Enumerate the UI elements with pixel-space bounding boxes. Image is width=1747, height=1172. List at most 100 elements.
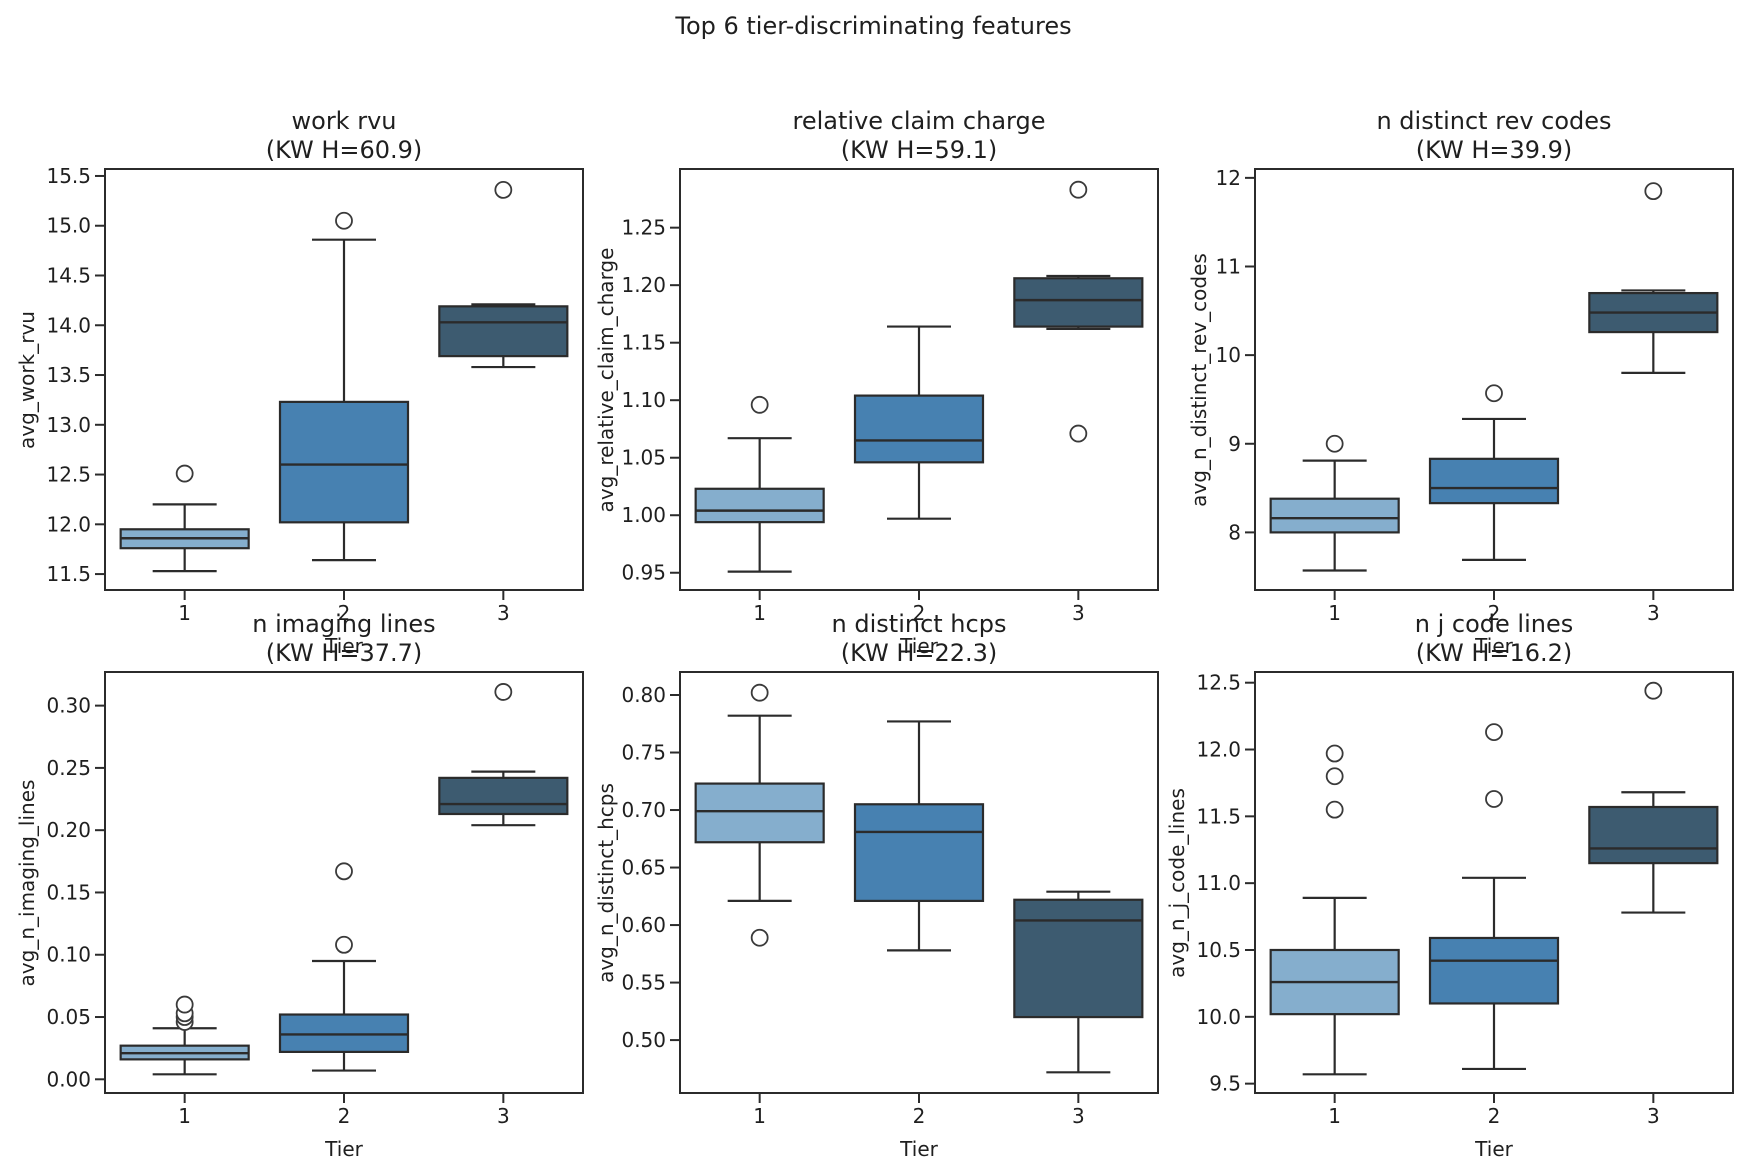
x-tick-label: 2 [913, 1104, 926, 1128]
outlier-point [1325, 800, 1344, 819]
outlier-point [1069, 180, 1088, 199]
y-tick-label: 0.50 [621, 1028, 666, 1052]
x-tick-label: 3 [1647, 601, 1660, 625]
iqr-box [438, 776, 569, 816]
y-tick-label: 15.0 [46, 214, 91, 238]
y-tick-label: 0.30 [46, 694, 91, 718]
y-tick-label: 9.5 [1209, 1072, 1241, 1096]
outlier-point [1644, 182, 1663, 201]
box-tier-3 [1013, 180, 1144, 443]
axes: 9.5 10.0 10.5 11.0 11.5 12.0 12.5 1 2 3 [1196, 671, 1734, 1128]
x-tick-label: 3 [497, 1104, 510, 1128]
y-tick-label: 1.10 [621, 388, 666, 412]
iqr-box [694, 487, 825, 524]
subplot-title-text: work rvu [291, 107, 397, 135]
y-tick-label: 0.75 [621, 741, 666, 765]
y-tick-label: 12 [1216, 166, 1241, 190]
x-axis-label: Tier [1475, 1137, 1513, 1161]
x-tick-label: 2 [338, 601, 351, 625]
y-axis-label: avg_n_j_code_lines [1165, 787, 1189, 978]
x-tick-label: 1 [1328, 601, 1341, 625]
outlier-point [1325, 744, 1344, 763]
x-tick-label: 2 [913, 601, 926, 625]
y-tick-label: 0.15 [46, 880, 91, 904]
box-tier-3 [1588, 681, 1719, 914]
axes: 0.50 0.55 0.60 0.65 0.70 0.75 0.80 1 2 3 [621, 671, 1159, 1128]
box-tier-1 [1269, 434, 1400, 572]
y-tick-label: 0.20 [46, 818, 91, 842]
iqr-box [1428, 457, 1560, 505]
x-tick-label: 1 [1328, 1104, 1341, 1128]
subplot-kw-stat: (KW H=22.3) [840, 639, 998, 667]
iqr-box [853, 803, 985, 903]
outlier-point [1644, 681, 1663, 700]
x-tick-label: 2 [1488, 1104, 1501, 1128]
subplot-title: relative claim charge (KW H=59.1) [680, 107, 1158, 165]
x-axis-label: Tier [1475, 634, 1513, 658]
y-tick-label: 1.15 [621, 331, 666, 355]
outlier-point [1325, 767, 1344, 786]
subplot-title: n imaging lines (KW H=37.7) [105, 610, 583, 668]
box-tier-1 [119, 464, 250, 573]
y-tick-label: 15.5 [46, 164, 91, 188]
y-tick-label: 1.05 [621, 446, 666, 470]
outlier-point [1485, 723, 1503, 742]
iqr-box [1269, 497, 1400, 534]
y-tick-label: 0.05 [46, 1005, 91, 1029]
y-tick-label: 0.95 [621, 561, 666, 585]
x-axis-label: Tier [325, 634, 363, 658]
x-axis-label: Tier [900, 1137, 938, 1161]
subplot-kw-stat: (KW H=39.9) [1415, 136, 1573, 164]
box-tier-1 [694, 395, 825, 573]
box-tier-2 [1428, 384, 1560, 561]
subplot-title: n j code lines (KW H=16.2) [1255, 610, 1733, 668]
box-tier-1 [1269, 744, 1400, 1076]
box-tier-3 [1013, 890, 1144, 1074]
subplot-title-text: relative claim charge [792, 107, 1046, 135]
box-tier-1 [694, 683, 825, 947]
y-tick-label: 1.20 [621, 273, 666, 297]
iqr-box [438, 305, 569, 358]
y-tick-label: 0.10 [46, 943, 91, 967]
subplot-kw-stat: (KW H=59.1) [840, 136, 998, 164]
outlier-point [1325, 434, 1344, 453]
y-tick-label: 10.5 [1196, 938, 1241, 962]
outlier-point [1485, 790, 1503, 808]
iqr-box [1013, 277, 1144, 328]
iqr-box [1428, 936, 1560, 1005]
y-axis-label: avg_n_distinct_rev_codes [1187, 252, 1211, 507]
y-axis-label: avg_relative_claim_charge [594, 247, 618, 512]
box-tier-2 [853, 720, 985, 952]
x-axis-label: Tier [325, 1137, 363, 1161]
box-tier-2 [278, 211, 410, 562]
y-tick-label: 11.5 [46, 562, 91, 586]
y-tick-label: 12.0 [46, 512, 91, 536]
x-tick-label: 1 [753, 1104, 766, 1128]
axes: 0.00 0.05 0.10 0.15 0.20 0.25 0.30 1 2 3 [46, 671, 584, 1128]
figure-title: Top 6 tier-discriminating features [675, 12, 1072, 40]
y-tick-label: 1.00 [621, 503, 666, 527]
subplot-title-text: n distinct rev codes [1376, 107, 1612, 135]
y-tick-label: 11.0 [1196, 871, 1241, 895]
x-tick-label: 2 [338, 1104, 351, 1128]
box-tier-1 [119, 995, 250, 1076]
x-tick-label: 3 [1647, 1104, 1660, 1128]
y-tick-label: 10 [1216, 343, 1241, 367]
subplot-kw-stat: (KW H=60.9) [265, 136, 423, 164]
box-tier-2 [278, 862, 410, 1072]
iqr-box [853, 394, 985, 464]
iqr-box [1013, 898, 1144, 1019]
outlier-point [335, 211, 353, 230]
y-tick-label: 14.5 [46, 263, 91, 287]
x-tick-label: 3 [497, 601, 510, 625]
y-tick-label: 0.60 [621, 913, 666, 937]
y-tick-label: 0.80 [621, 683, 666, 707]
x-tick-label: 3 [1072, 601, 1085, 625]
subplot-title: n distinct hcps (KW H=22.3) [680, 610, 1158, 668]
outlier-point [494, 683, 513, 701]
x-axis-label: Tier [900, 634, 938, 658]
outlier-point [335, 935, 353, 954]
y-tick-label: 12.0 [1196, 738, 1241, 762]
